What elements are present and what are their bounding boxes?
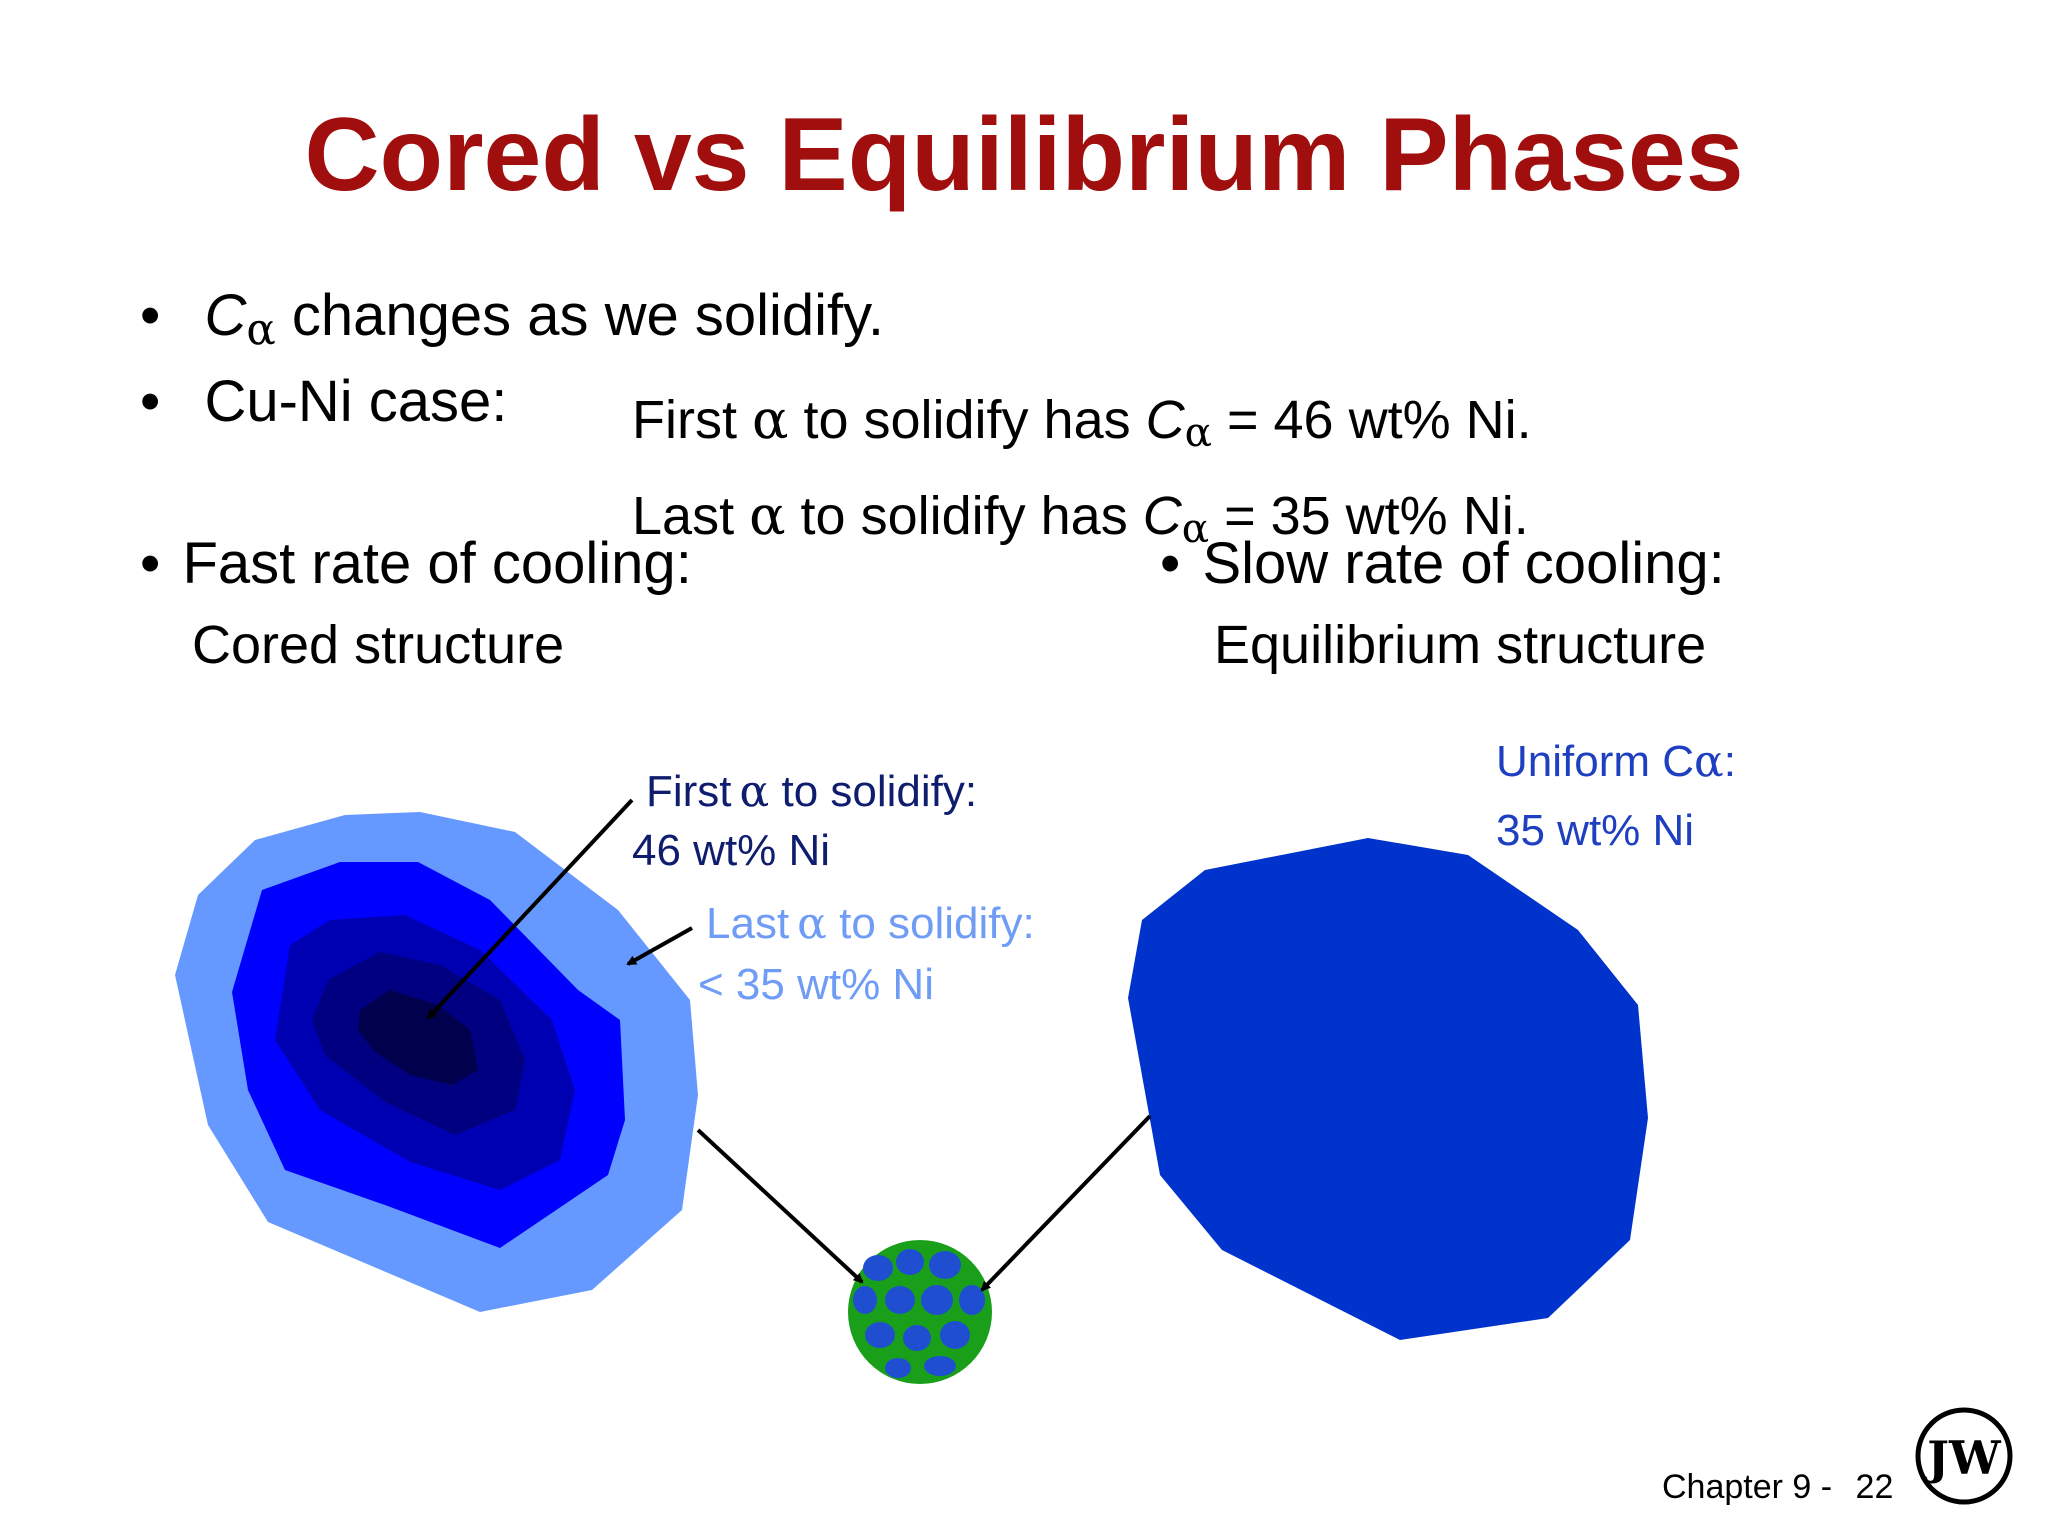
annotation-text: : [1723,737,1736,786]
micro-spot [903,1325,931,1351]
bullet-dot: • [140,531,161,596]
c-symbol: C [1145,390,1185,450]
last-alpha-value: < 35 wt% Ni [698,960,934,1009]
bullet-text: changes as we solidify. [275,283,884,348]
micro-spot [921,1285,953,1315]
last-alpha-annotation: Last α to solidify: [706,898,1035,949]
cored-structure-label: Cored structure [192,615,565,675]
line-text: Last [632,486,750,546]
micro-spot [959,1285,985,1315]
wiley-logo-icon: JW [1915,1407,2013,1505]
arrow-first-alpha [426,798,634,1020]
cored-grain-center [358,990,478,1085]
logo-letters: JW [1923,1431,2002,1485]
c-symbol: C [204,283,247,348]
micro-spot [853,1286,877,1314]
fast-cooling-label: Fast rate of cooling: [182,531,692,596]
first-alpha-line: First α to solidify has Cα = 46 wt% Ni. [632,388,1532,456]
line-text: = 35 wt% Ni. [1209,486,1529,546]
first-alpha-annotation: First α to solidify: [646,766,977,817]
slow-cooling-label: Slow rate of cooling: [1202,531,1725,596]
slide-title: Cored vs Equilibrium Phases [304,97,1744,213]
equilibrium-structure-label: Equilibrium structure [1214,615,1707,675]
slow-cooling-heading: • Slow rate of cooling: [1160,530,1725,597]
first-alpha-value: 46 wt% Ni [632,826,831,875]
bullet-dot: • [1160,531,1181,596]
bullet-c-alpha: • Cα changes as we solidify. [140,282,884,355]
uniform-value: 35 wt% Ni [1496,806,1695,855]
alpha-subscript: α [1184,408,1212,457]
micro-spot [896,1249,924,1275]
cored-grain [175,812,698,1312]
last-alpha-line: Last α to solidify has Cα = 35 wt% Ni. [632,484,1529,552]
bullet-dot: • [140,369,161,434]
alpha-symbol: α [751,388,789,451]
alpha-symbol: α [749,484,786,547]
alpha-subscript: α [1181,504,1210,553]
equilibrium-grain [1128,838,1648,1340]
line-text: = 46 wt% Ni. [1211,390,1532,450]
page-number: 22 [1855,1468,1894,1506]
chapter-label: Chapter 9 - [1662,1468,1833,1506]
uniform-annotation: Uniform Cα: [1496,736,1736,787]
micro-structure [848,1240,992,1384]
alpha-symbol: α [1694,736,1724,787]
fast-cooling-heading: • Fast rate of cooling: [140,530,692,597]
line-text: First [632,390,752,450]
arrow-last-alpha [626,926,693,966]
line-text: to solidify has [788,390,1146,450]
annotation-text: First [646,767,732,816]
annotation-text: to solidify: [769,767,978,816]
micro-spot [924,1356,956,1376]
micro-spot [885,1358,911,1378]
micro-spot [863,1255,893,1281]
micro-spot [865,1322,895,1348]
cu-ni-label: Cu-Ni case: [204,369,508,434]
footer-chapter: Chapter 9 - 22 [1662,1468,1893,1507]
micro-spot [929,1251,961,1279]
arrow-cored-to-micro [696,1128,864,1284]
micro-spot [885,1286,915,1314]
alpha-symbol: α [797,898,827,949]
annotation-text: Uniform C [1496,737,1695,786]
annotation-text: to solidify: [826,899,1035,948]
alpha-symbol: α [739,766,770,817]
bullet-dot: • [140,283,161,348]
c-symbol: C [1142,486,1182,546]
micro-spot [940,1321,970,1349]
alpha-subscript: α [246,304,276,355]
bullet-cu-ni: • Cu-Ni case: [140,368,507,435]
line-text: to solidify has [785,486,1143,546]
annotation-text: Last [706,899,790,948]
arrow-equilibrium-to-micro [980,1114,1152,1292]
